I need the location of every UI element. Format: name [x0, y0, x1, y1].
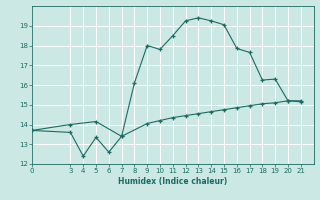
X-axis label: Humidex (Indice chaleur): Humidex (Indice chaleur) — [118, 177, 228, 186]
